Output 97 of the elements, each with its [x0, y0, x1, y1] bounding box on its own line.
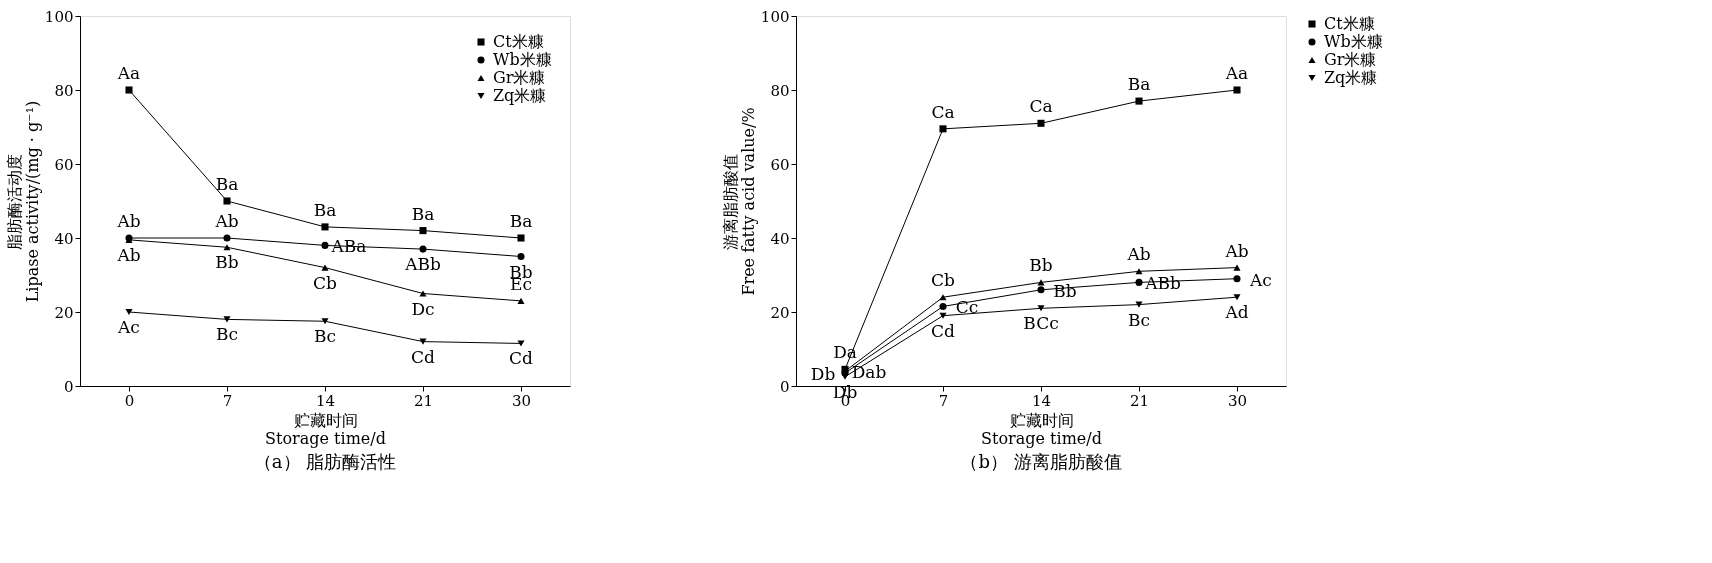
- point: [419, 290, 427, 297]
- x-tick-label: 30: [511, 391, 532, 410]
- x-axis-title: 贮藏时间 Storage time/d: [981, 410, 1102, 448]
- annotation: Aa: [1224, 63, 1249, 83]
- annotation: Ab: [214, 211, 239, 231]
- x-tick-label: 7: [938, 391, 949, 410]
- x-tick-label: 0: [124, 391, 135, 410]
- annotation: Ca: [1029, 96, 1053, 117]
- x-tick-label: 7: [222, 391, 233, 410]
- point: [1233, 86, 1241, 94]
- x-tick-label: 21: [413, 391, 434, 410]
- point: [223, 316, 231, 323]
- point: [939, 125, 947, 133]
- legend-label: Gr米糠: [493, 68, 546, 87]
- annotation: ABb: [404, 254, 441, 275]
- x-tick-label: 14: [1031, 391, 1052, 410]
- y-tick-label: 40: [770, 229, 790, 248]
- point: [321, 318, 329, 325]
- text: （b） 游离脂肪酸值: [960, 451, 1122, 472]
- annotation: Ba: [313, 199, 337, 220]
- point: [517, 234, 525, 242]
- y-tick-label: 0: [779, 377, 790, 396]
- annotation: Cb: [931, 270, 956, 291]
- annotation: Cb: [313, 272, 338, 293]
- y-tick-label: 100: [760, 7, 790, 26]
- point: [1233, 264, 1241, 271]
- y-axis-title: 脂肪酶活动度 Lipase activity/(mg · g⁻¹): [4, 100, 42, 303]
- point: [223, 197, 231, 205]
- legend-label: Zq米糠: [1324, 68, 1378, 87]
- annotation: Ab: [116, 211, 141, 231]
- annotation: Bc: [313, 326, 337, 347]
- annotation: Bc: [215, 324, 239, 345]
- point: [1135, 97, 1143, 105]
- y-axis-title: 游离脂肪酸值 Free fatty acid value/%: [720, 107, 758, 296]
- y-tick-label: 80: [54, 81, 74, 100]
- point: [321, 264, 329, 271]
- point: [1037, 305, 1045, 312]
- x-axis-title: 贮藏时间 Storage time/d: [265, 410, 386, 448]
- x-tick-label: 21: [1129, 391, 1150, 410]
- annotation: Db: [810, 364, 836, 385]
- annotation: Ba: [509, 211, 533, 231]
- annotation: Cd: [931, 320, 956, 341]
- annotation: Ab: [1224, 240, 1249, 261]
- y-tick-label: 0: [63, 377, 74, 396]
- legend-label: Gr米糠: [1324, 50, 1377, 69]
- annotation: Aa: [116, 63, 141, 83]
- annotation: Cd: [509, 348, 534, 369]
- annotation: Dab: [851, 362, 887, 383]
- annotation: Bb: [1029, 255, 1053, 276]
- annotation: Ac: [117, 317, 140, 337]
- annotation: Da: [833, 342, 857, 363]
- point: [125, 86, 133, 94]
- annotation: Ba: [411, 203, 435, 224]
- legend-label: Ct米糠: [1324, 14, 1375, 33]
- y-tick-label: 20: [770, 303, 790, 322]
- point: [419, 227, 427, 235]
- legend-label: Wb米糠: [1324, 32, 1383, 51]
- point: [321, 241, 329, 249]
- annotation: Ca: [931, 101, 955, 122]
- annotation: Bc: [1127, 309, 1151, 330]
- annotation: Cd: [411, 346, 436, 367]
- point: [517, 252, 525, 261]
- y-tick-label: 100: [44, 7, 74, 26]
- x-tick-label: 14: [315, 391, 336, 410]
- point: [1037, 286, 1045, 294]
- text: （a） 脂肪酶活性: [253, 451, 397, 472]
- point: [1135, 278, 1143, 286]
- annotation: Ab: [116, 244, 141, 265]
- annotation: Ba: [215, 174, 239, 194]
- annotation: Dc: [411, 298, 435, 319]
- legend-label: Ct米糠: [493, 32, 544, 51]
- point: [517, 340, 525, 347]
- point: [1233, 275, 1241, 283]
- legend-label: Zq米糠: [493, 86, 547, 105]
- y-tick-label: 20: [54, 303, 74, 322]
- annotation: BCc: [1023, 313, 1059, 334]
- point: [1233, 294, 1241, 301]
- y-tick-label: 60: [770, 155, 790, 174]
- annotation: Ab: [1126, 244, 1151, 265]
- point: [1037, 119, 1045, 127]
- annotation: Ad: [1224, 302, 1249, 323]
- annotation: Bb: [215, 252, 239, 273]
- y-tick-label: 80: [770, 81, 790, 100]
- point: [125, 308, 133, 316]
- point: [939, 302, 947, 310]
- point: [517, 297, 525, 304]
- point: [223, 234, 231, 242]
- point: [939, 294, 947, 301]
- annotation: Ba: [1127, 74, 1151, 95]
- annotation: Cc: [955, 297, 979, 318]
- point: [321, 223, 329, 231]
- y-tick-label: 60: [54, 155, 74, 174]
- point: [419, 245, 427, 253]
- y-tick-label: 40: [54, 229, 74, 248]
- x-tick-label: 30: [1227, 391, 1248, 410]
- legend-label: Wb米糠: [493, 50, 552, 69]
- annotation: Ac: [1249, 269, 1272, 290]
